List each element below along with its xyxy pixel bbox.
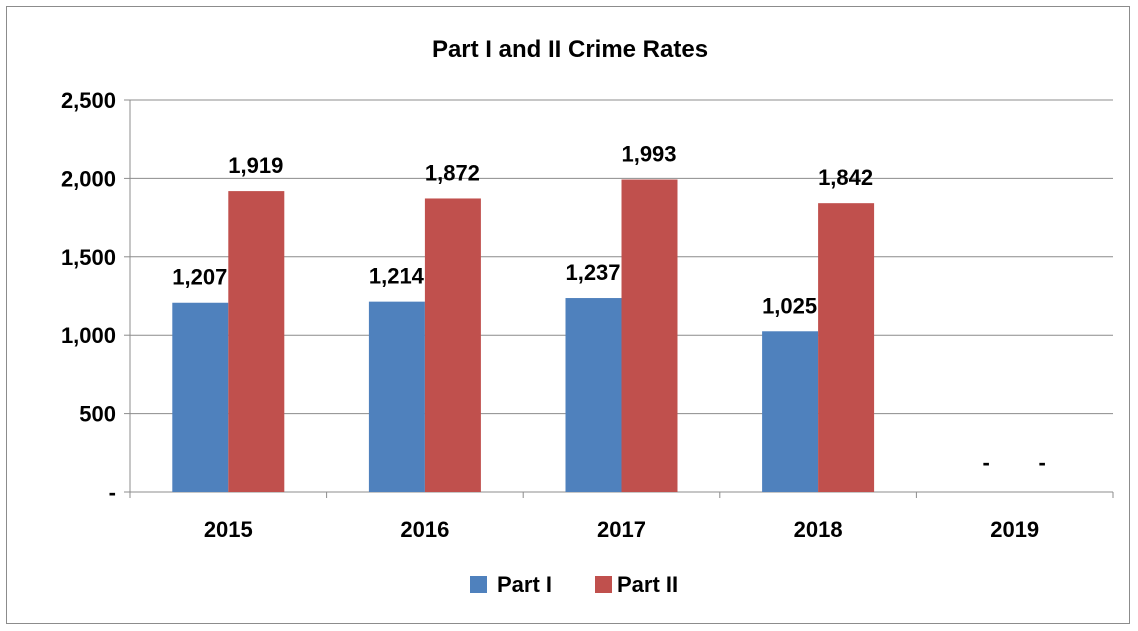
bar-part-ii <box>621 179 678 492</box>
bars <box>172 179 875 493</box>
legend-swatch <box>595 576 612 593</box>
x-tick-label: 2016 <box>400 517 449 542</box>
bar-part-i <box>762 331 819 492</box>
bar-part-i <box>565 298 622 492</box>
bar-part-ii <box>424 198 481 492</box>
data-label: - <box>1039 450 1046 475</box>
y-tick-label: 2,000 <box>61 166 116 191</box>
x-tick-label: 2019 <box>990 517 1039 542</box>
y-axis: - 500 1,000 1,500 2,000 2,500 <box>61 88 131 505</box>
data-label: - <box>983 450 990 475</box>
chart-title: Part I and II Crime Rates <box>432 36 708 63</box>
legend-label: Part I <box>497 572 552 597</box>
data-label: 1,993 <box>621 141 676 166</box>
data-label: 1,919 <box>228 153 283 178</box>
y-tick-label: - <box>109 480 116 505</box>
bar-part-i <box>172 302 229 492</box>
legend-swatch <box>470 576 487 593</box>
legend-label: Part II <box>617 572 678 597</box>
data-label: 1,842 <box>818 165 873 190</box>
y-tick-label: 2,500 <box>61 88 116 113</box>
data-labels: 1,207 1,919 1,214 1,872 1,237 1,993 1,025 1,842… <box>172 141 1046 475</box>
bar-part-ii <box>818 203 875 493</box>
data-label: 1,872 <box>425 160 480 185</box>
data-label: 1,237 <box>565 260 620 285</box>
data-label: 1,214 <box>369 264 425 289</box>
y-tick-label: 500 <box>79 402 116 427</box>
data-label: 1,207 <box>172 265 227 290</box>
y-tick-label: 1,000 <box>61 323 116 348</box>
y-tick-label: 1,500 <box>61 245 116 270</box>
x-axis: 2015 2016 2017 2018 2019 <box>129 491 1114 542</box>
bar-part-ii <box>228 191 285 492</box>
data-label: 1,025 <box>762 293 817 318</box>
x-tick-label: 2015 <box>204 517 253 542</box>
legend: Part I Part II <box>470 572 678 597</box>
x-tick-label: 2018 <box>794 517 843 542</box>
x-tick-label: 2017 <box>597 517 646 542</box>
bar-part-i <box>368 301 425 492</box>
